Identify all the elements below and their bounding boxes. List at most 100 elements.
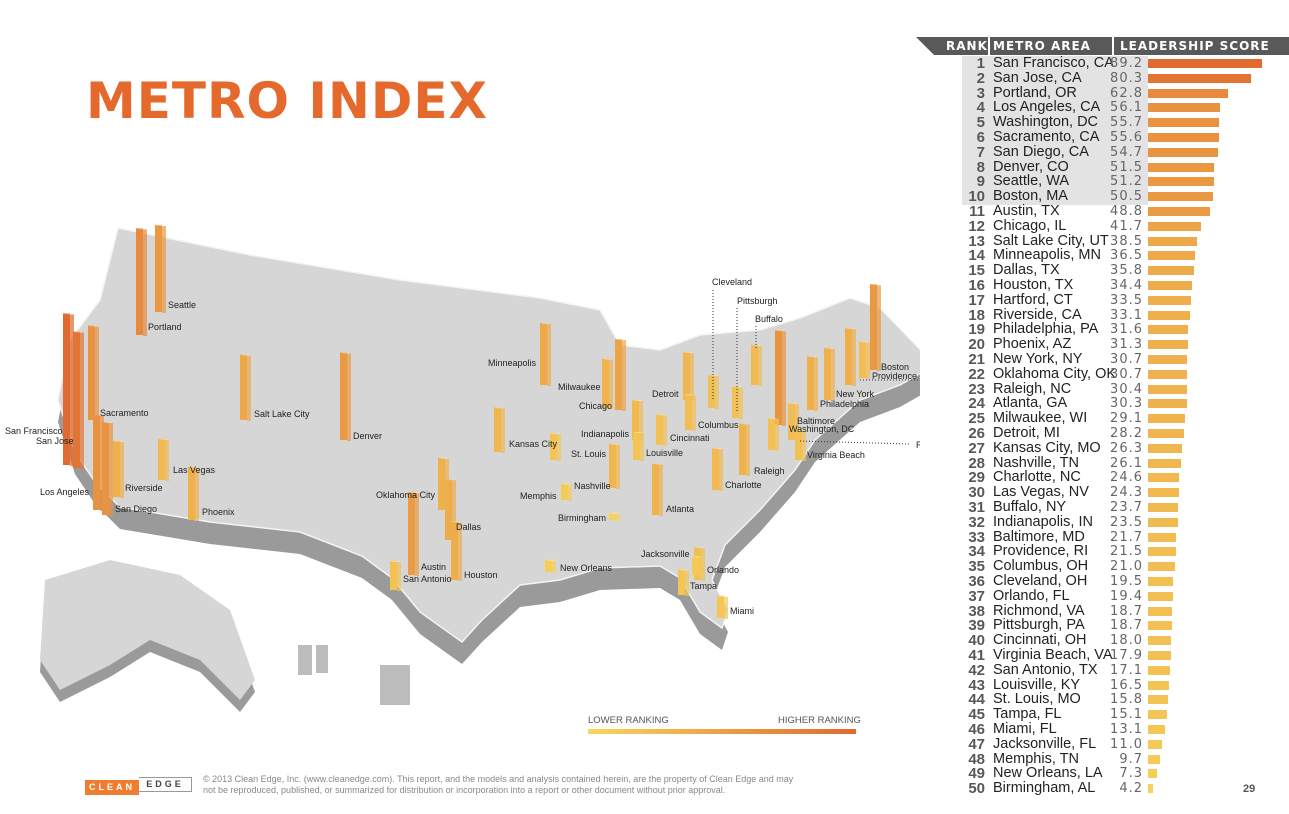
map-bar [768,418,775,450]
score-bar [1148,384,1187,394]
score-bar [1148,207,1211,216]
score-value: 21.7 [1110,529,1143,545]
metro-name: Buffalo, NY [993,499,1067,515]
table-row: 11 Austin, TX 48.8 [0,204,1289,219]
table-row: 28 Nashville, TN 26.1 [0,454,1289,472]
score-bar [1148,473,1180,483]
table-row: 27 Kansas City, MO 26.3 [0,439,1289,456]
table-row: 45 Tampa, FL 15.1 [0,707,1289,722]
logo-edge: EDGE [139,777,192,792]
map-bar-side [746,424,750,476]
map-city-label: Baltimore [797,416,835,426]
score-value: 33.1 [1110,307,1143,323]
table-row: 14 Minneapolis, MN 36.5 [0,248,1289,263]
table-row: 1 San Francisco, CA 89.2 [0,56,1289,71]
rank-number: 28 [968,454,985,472]
metro-name: Portland, OR [993,84,1077,101]
map-bar-top [633,431,644,433]
map-bar-top [63,313,74,315]
score-bar [1148,503,1179,512]
metro-name: Cincinnati, OH [993,632,1087,649]
metro-name: Charlotte, NC [993,469,1081,486]
map-bar-side [758,345,762,386]
map-bar [88,325,95,420]
table-row: 3 Portland, OR 62.8 [0,84,1289,101]
table-row: 6 Sacramento, CA 55.6 [0,130,1289,145]
map-bar-side [501,408,505,453]
map-city-label: Cincinnati [670,433,710,443]
map-bar-side [557,434,561,461]
map-city-label: Atlanta [666,504,694,514]
rank-number: 10 [968,188,985,206]
map-city-label: St. Louis [571,449,607,459]
map-bar [632,400,639,440]
metro-name: Dallas, TX [993,262,1060,279]
map-city-label: Milwaukee [558,382,601,392]
map-bar-top [824,347,835,349]
map-bar [739,423,746,475]
metro-name: Columbus, OH [993,558,1089,575]
map-bar [73,331,80,468]
table-row: 10 Boston, MA 50.5 [0,189,1289,204]
map-bar [63,313,70,465]
rank-number: 49 [968,765,985,783]
map-bar [609,512,616,520]
table-row: 12 Chicago, IL 41.7 [0,218,1289,234]
map-bar [845,328,852,385]
map-city-label: San Jose [36,436,74,446]
rank-number: 48 [968,750,985,768]
map-bar [136,228,143,335]
score-bar [1148,488,1180,498]
metro-name: Jacksonville, FL [993,735,1097,752]
map-bar-side [120,441,124,498]
map-bar [609,443,616,488]
map-bar-side [616,444,620,489]
map-bar [158,438,165,480]
score-value: 26.3 [1110,440,1143,456]
table-row: 29 Charlotte, NC 24.6 [0,470,1289,485]
map-city-label: Minneapolis [488,358,537,368]
rank-number: 39 [968,617,985,635]
map-bar [824,347,831,400]
map-bar-side [739,387,743,419]
score-value: 30.3 [1110,396,1143,412]
table-row: 2 San Jose, CA 80.3 [0,70,1289,86]
metro-name: Washington, DC [993,114,1099,131]
map-bar-top [692,556,703,558]
rank-number: 9 [976,173,985,191]
table-row: 36 Cleveland, OH 19.5 [0,574,1289,589]
map-city-label: Virginia Beach [807,450,865,460]
map-bar-side [719,449,723,491]
score-bar [1148,784,1154,794]
table-row: 48 Memphis, TN 9.7 [0,750,1289,768]
map-city-label: San Francisco [5,426,63,436]
table-row: 13 Salt Lake City, UT 38.5 [0,233,1289,249]
table-row: 17 Hartford, CT 33.5 [0,292,1289,308]
metro-name: Boston, MA [993,188,1068,205]
score-bar [1148,281,1193,290]
score-bar [1148,355,1188,364]
metro-name: Kansas City, MO [993,439,1101,456]
header-rank: RANK [946,39,988,53]
metro-name: Denver, CO [993,158,1069,175]
map-city-label: Philadelphia [820,399,869,409]
table-row: 31 Buffalo, NY 23.7 [0,500,1289,515]
table-row: 16 Houston, TX 34.4 [0,278,1289,293]
clean-edge-logo: CLEAN EDGE [85,777,195,795]
rank-number: 45 [968,706,985,724]
table-row: 40 Cincinnati, OH 18.0 [0,633,1289,648]
score-bar [1148,192,1213,202]
score-bar [1148,103,1220,113]
metro-name: St. Louis, MO [993,691,1081,708]
score-value: 31.6 [1110,322,1143,338]
map-bar-side [802,430,806,461]
map-bar-top [694,547,705,549]
score-bar [1148,118,1220,128]
metro-name: Providence, RI [993,543,1089,560]
map-bar-side [95,326,99,421]
logo-clean: CLEAN [85,780,139,795]
table-row: 4 Los Angeles, CA 56.1 [0,100,1289,115]
rank-header-bg [916,37,988,55]
table-row: 42 San Antonio, TX 17.1 [0,662,1289,678]
metro-name: Orlando, FL [993,587,1070,604]
